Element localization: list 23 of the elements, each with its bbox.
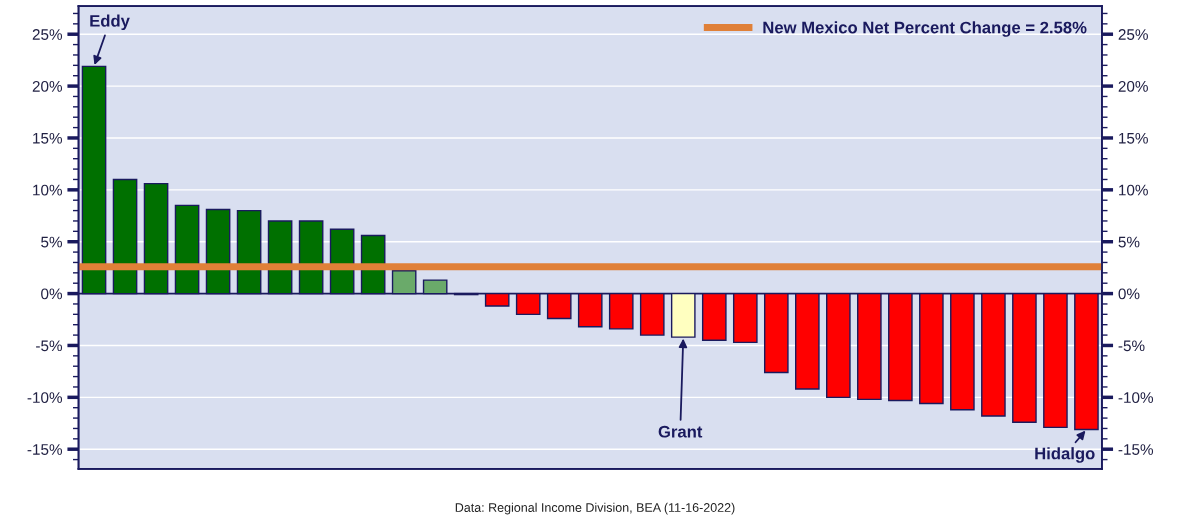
annotation: Eddy [90, 14, 130, 31]
y2-tick-label: 20% [1118, 80, 1148, 92]
y-tick-label: -5% [36, 340, 63, 352]
annotation: Grant [658, 425, 703, 438]
y-tick-label: -10% [27, 392, 63, 404]
y-tick-label: 15% [33, 132, 63, 144]
y2-tick-label: 0% [1118, 288, 1140, 300]
y-tick-label: 0% [41, 288, 63, 300]
y-tick-label: 5% [41, 236, 63, 248]
y2-tick-label: 5% [1118, 236, 1140, 248]
y-tick-label: 25% [32, 29, 63, 40]
y2-tick-label: 10% [1119, 184, 1148, 196]
y-tick-label: 20% [32, 80, 63, 92]
annotation: Hidalgo [1035, 447, 1095, 463]
y2-tick-label: 15% [1119, 132, 1148, 144]
y-tick-label: 10% [33, 184, 63, 196]
y2-tick-label: -15% [1118, 444, 1154, 455]
y-tick-label: -15% [27, 444, 63, 455]
y2-tick-label: -5% [1118, 340, 1145, 352]
text: Data: Regional Income Division, BEA (11-16-2022) [455, 502, 735, 515]
legend-label: New Mexico Net Percent Change = 2.58% [763, 21, 1087, 37]
y2-tick-label: -10% [1118, 392, 1154, 404]
y2-tick-label: 25% [1118, 29, 1148, 40]
